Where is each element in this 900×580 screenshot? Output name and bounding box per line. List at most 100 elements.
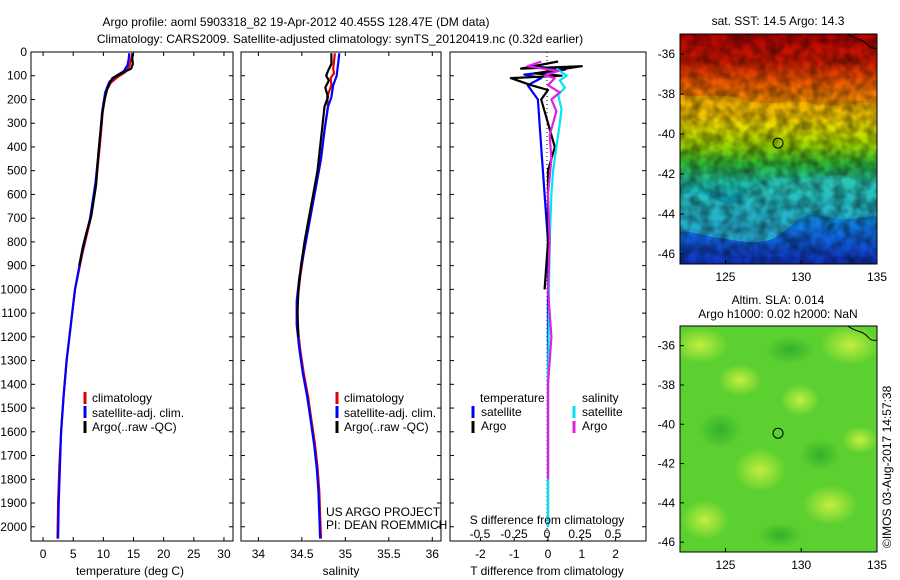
imos-watermark: ©IMOS 03-Aug-2017 14:57:38: [880, 385, 894, 548]
series-line-satellite: [57, 53, 131, 539]
sla-map-frame: [679, 325, 878, 553]
sst-map-ticks: 125 130 135 -36 -38 -40 -42 -44 -46: [658, 47, 888, 284]
depth-tick-label: 1900: [0, 496, 27, 510]
sla-high-patch: [718, 364, 762, 396]
sla-map-panel: Altim. SLA: 0.014 Argo h1000: 0.02 h2000…: [658, 293, 888, 572]
x-tick-label: 35.5: [377, 547, 401, 561]
depth-tick-label: 1700: [0, 449, 27, 463]
x-tick-label: 36: [426, 547, 440, 561]
lat-tick-label: -44: [658, 496, 676, 510]
lat-tick-label: -36: [658, 339, 676, 353]
legend-label-t-satellite: satellite: [481, 405, 522, 419]
x-tick-label: 2: [612, 547, 619, 561]
depth-tick-label: 1600: [0, 425, 27, 439]
legend-title-temperature: temperature: [480, 391, 545, 405]
lat-tick-label: -46: [658, 247, 676, 261]
lat-tick-label: -36: [658, 47, 676, 61]
x-tick-label: -1: [509, 547, 520, 561]
depth-tick-label: 1000: [0, 282, 27, 296]
lat-tick-label: -40: [658, 127, 676, 141]
depth-tick-label: 500: [7, 164, 27, 178]
lat-tick-label: -40: [658, 417, 676, 431]
s-tick-label: -0.5: [470, 527, 491, 541]
sla-low-patch: [766, 336, 814, 364]
depth-tick-label: 400: [7, 140, 27, 154]
sla-high-patch: [734, 448, 786, 492]
legend-label-satellite: satellite-adj. clim.: [344, 406, 436, 420]
s-tick-label: 0.25: [568, 527, 592, 541]
lat-tick-label: -42: [658, 457, 676, 471]
t-difference-xlabel: T difference from climatology: [470, 564, 624, 578]
series-line-sal_satellite: [546, 67, 568, 527]
x-tick-label: 5: [70, 547, 77, 561]
sla-coastline: [847, 326, 877, 341]
x-tick-label: 15: [127, 547, 141, 561]
lon-tick-label: 130: [791, 270, 811, 284]
s-tick-label: 0.5: [605, 527, 622, 541]
series-line-argo: [509, 60, 583, 290]
depth-tick-label: 1800: [0, 472, 27, 486]
depth-tick-label: 1100: [1, 306, 27, 320]
legend-label-t-argo: Argo: [481, 419, 507, 433]
t-difference-ticks: -2 -1 0 1 2: [450, 51, 646, 561]
sla-low-patch: [800, 439, 840, 471]
legend-label-climatology: climatology: [344, 391, 404, 405]
depth-tick-label: 800: [7, 235, 27, 249]
x-tick-label: 25: [187, 547, 201, 561]
sst-coastline: [847, 34, 877, 49]
legend-label-climatology: climatology: [92, 391, 152, 405]
pi-annotation: PI: DEAN ROEMMICH: [326, 518, 447, 532]
temperature-panel: 0100200300400500600700800900100011001200…: [0, 45, 234, 578]
depth-tick-label: 100: [7, 69, 27, 83]
argo-location-marker: [772, 427, 784, 439]
x-tick-label: 20: [157, 547, 171, 561]
temperature-series: [56, 52, 134, 539]
series-line-climatology: [56, 52, 134, 539]
depth-ticks: 0 100 200 300 400 500 600 700 800 900 1000 1100 1200…: [0, 45, 27, 534]
difference-panel: -2 -1 0 1 2 T difference from climatology S …: [449, 51, 647, 578]
salinity-xlabel: salinity: [323, 564, 360, 578]
sla-high-patch: [820, 326, 877, 365]
lat-tick-label: -46: [658, 535, 676, 549]
x-tick-label: 34: [252, 547, 266, 561]
sst-map-frame: [679, 33, 878, 265]
lon-tick-label: 125: [715, 270, 735, 284]
salinity-axes-frame: [240, 51, 442, 542]
project-annotation: US ARGO PROJECT: [326, 505, 441, 519]
temperature-xlabel: temperature (deg C): [76, 564, 184, 578]
legend-label-argo: Argo(..raw -QC): [92, 420, 177, 434]
s-tick-label: 0: [544, 527, 551, 541]
depth-tick-label: 2000: [0, 520, 27, 534]
x-tick-label: 10: [97, 547, 111, 561]
temperature-ticks: 0 5 10 15 20 25 30: [31, 51, 233, 561]
depth-tick-label: 600: [7, 187, 27, 201]
sla-low-patch: [758, 523, 802, 547]
sla-high-patch: [842, 426, 877, 454]
depth-tick-label: 900: [7, 259, 27, 273]
depth-tick-label: 1500: [0, 401, 27, 415]
x-tick-label: 0: [40, 547, 47, 561]
legend-label-satellite: satellite-adj. clim.: [92, 406, 184, 420]
sst-texture: [680, 34, 877, 264]
lon-tick-label: 125: [715, 558, 735, 572]
s-tick-label: -0.25: [500, 527, 528, 541]
s-difference-label: S difference from climatology: [470, 513, 625, 527]
legend-label-s-argo: Argo: [582, 419, 608, 433]
x-tick-label: 35: [339, 547, 353, 561]
x-tick-label: -2: [475, 547, 486, 561]
depth-tick-label: 1200: [0, 330, 27, 344]
lat-tick-label: -42: [658, 167, 676, 181]
x-tick-label: 0: [545, 547, 552, 561]
sla-map-title-line1: Altim. SLA: 0.014: [732, 293, 825, 307]
temperature-legend: climatology satellite-adj. clim. Argo(..…: [83, 391, 184, 434]
sla-high-patch: [680, 327, 728, 363]
sst-heatmap: [680, 34, 877, 264]
sla-high-patch: [681, 500, 729, 540]
depth-tick-label: 300: [7, 116, 27, 130]
lon-tick-label: 135: [867, 270, 887, 284]
sla-map-title-line2: Argo h1000: 0.02 h2000: NaN: [698, 307, 857, 321]
sst-map-title: sat. SST: 14.5 Argo: 14.3: [712, 14, 845, 28]
sla-low-patch: [698, 412, 742, 448]
argo-location-marker: [772, 137, 784, 149]
